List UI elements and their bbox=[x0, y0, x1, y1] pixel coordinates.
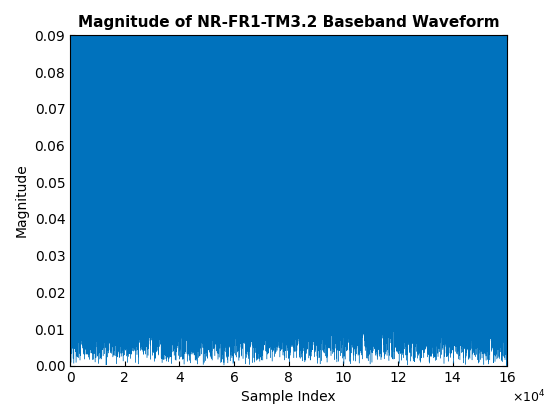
Text: $\times10^4$: $\times10^4$ bbox=[511, 389, 545, 405]
Y-axis label: Magnitude: Magnitude bbox=[15, 164, 29, 237]
X-axis label: Sample Index: Sample Index bbox=[241, 390, 336, 404]
Title: Magnitude of NR-FR1-TM3.2 Baseband Waveform: Magnitude of NR-FR1-TM3.2 Baseband Wavef… bbox=[78, 15, 500, 30]
